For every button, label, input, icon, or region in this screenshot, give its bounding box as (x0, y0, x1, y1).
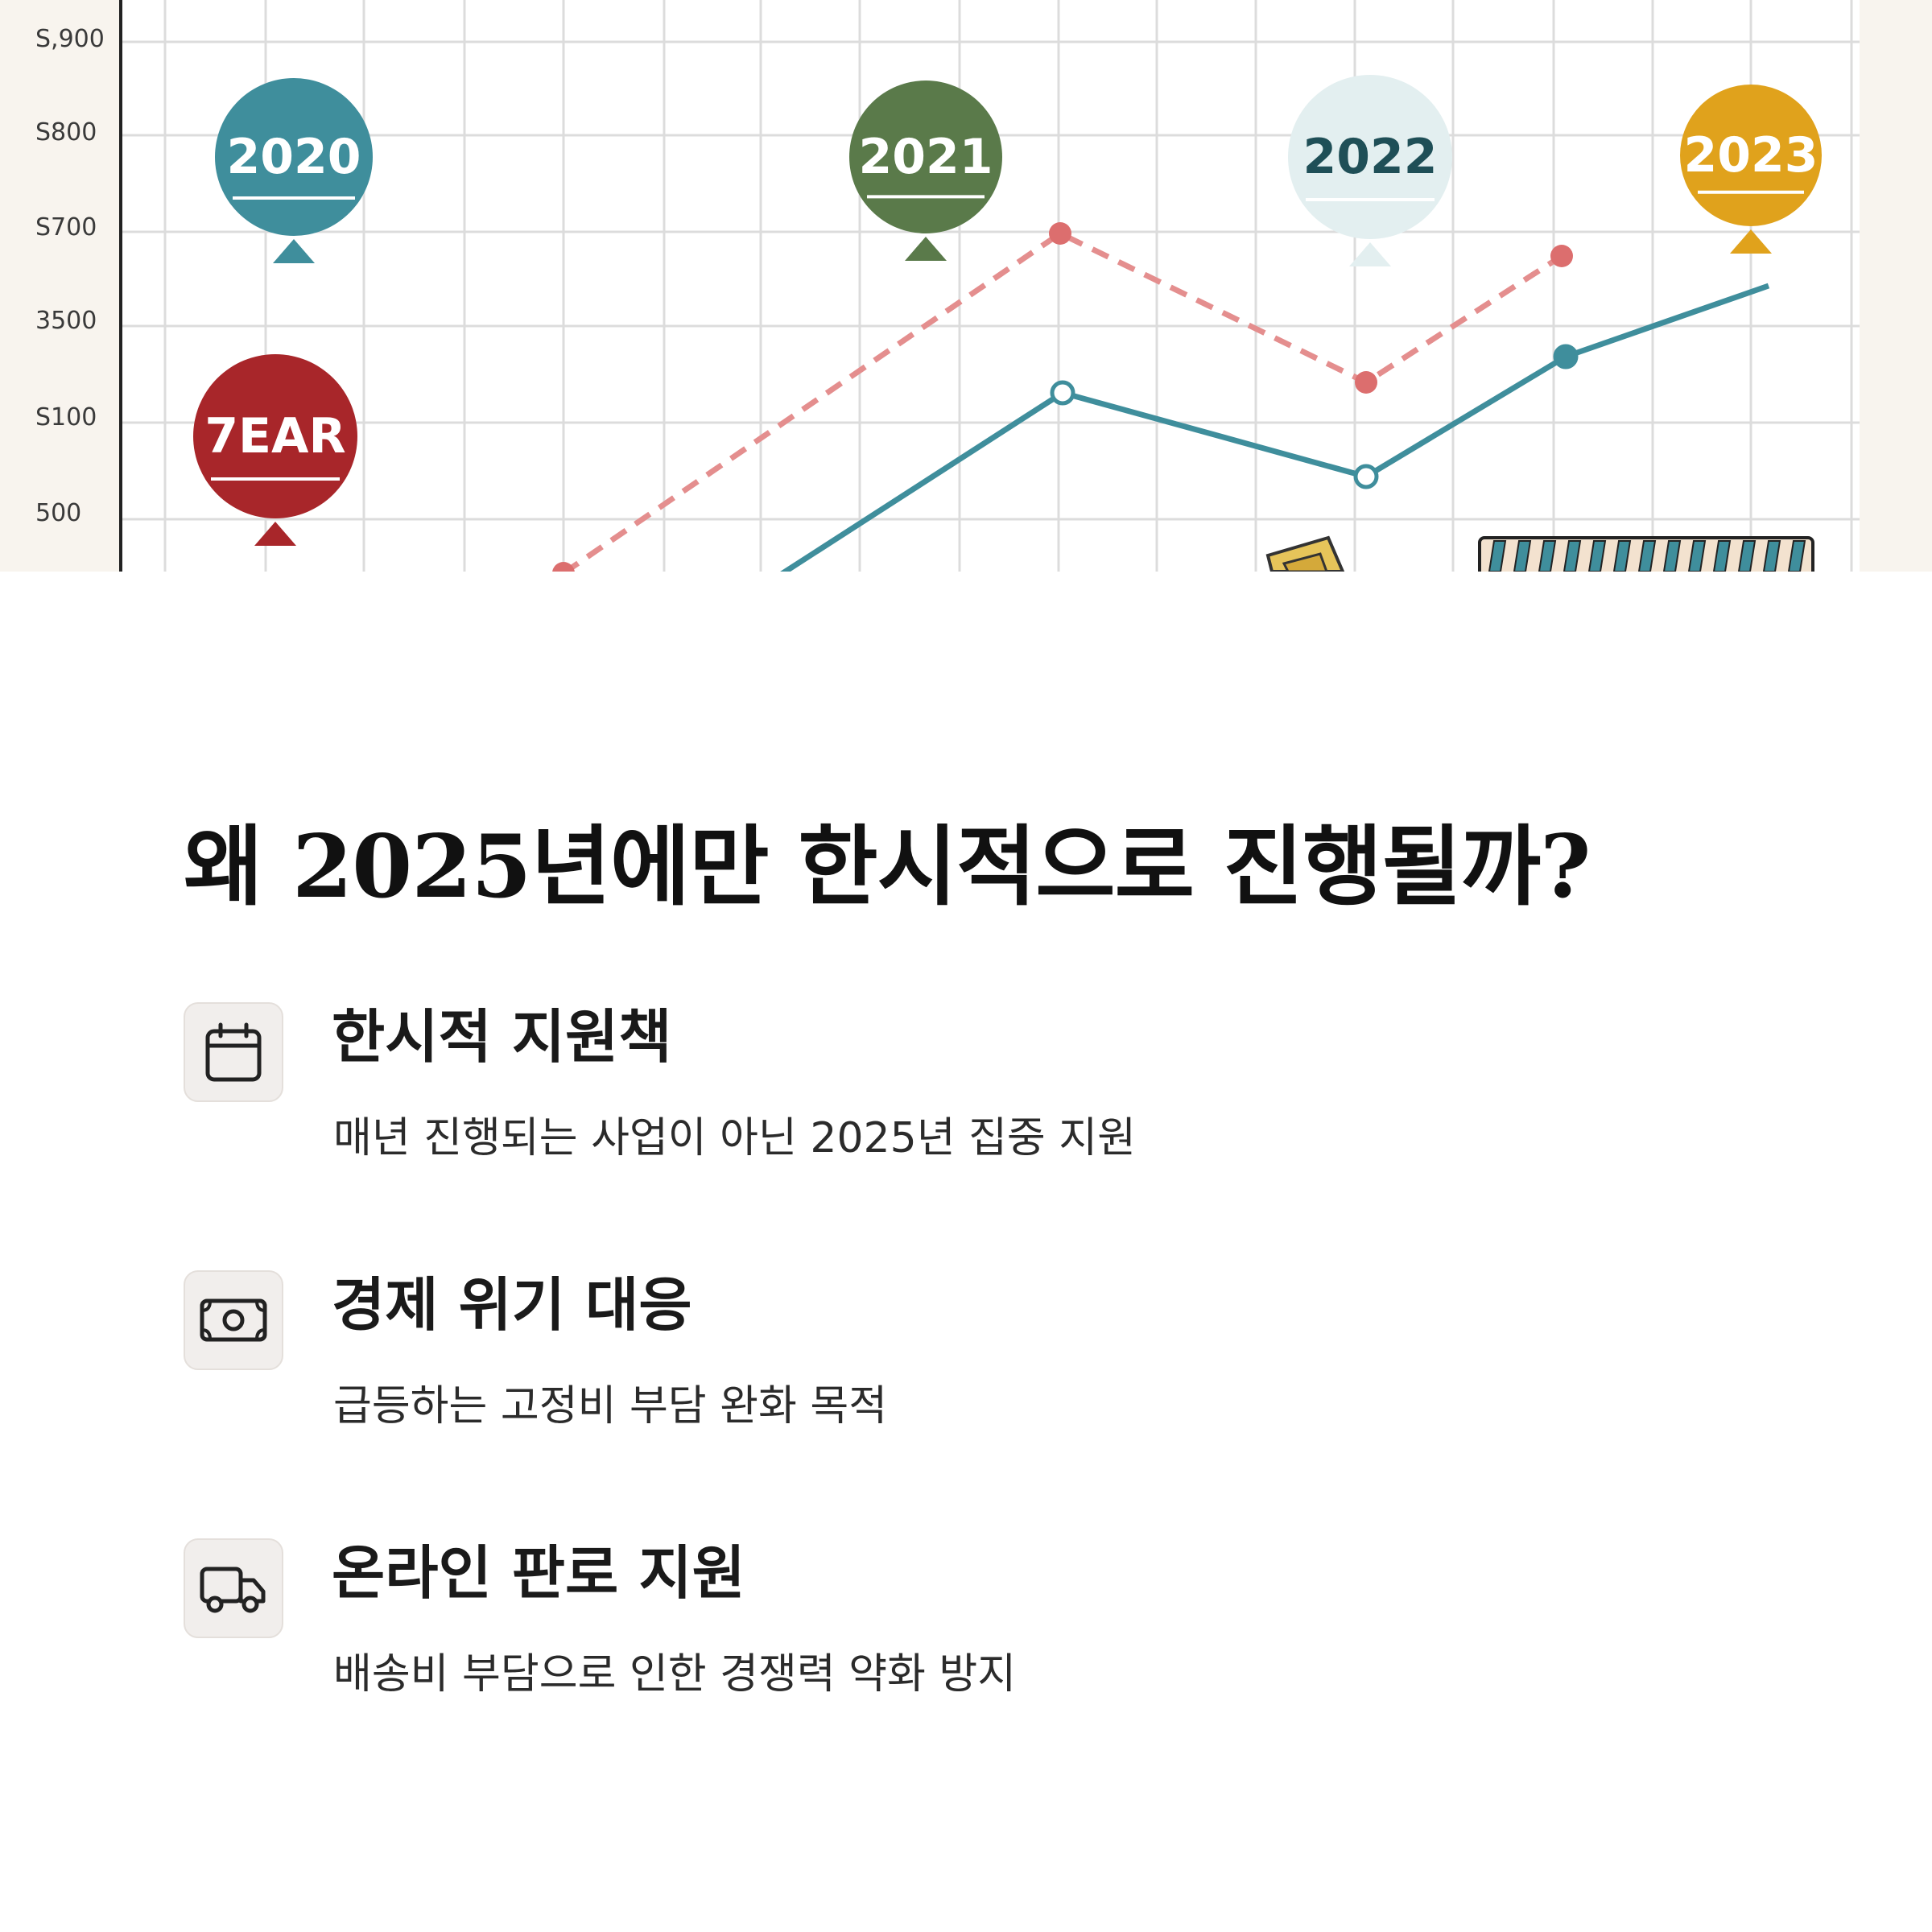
feature-desc: 매년 진행되는 사업이 아닌 2025년 집중 지원 (333, 1114, 1136, 1162)
y-tick-label: 3500 (35, 307, 97, 335)
badge-label: 2022 (1303, 129, 1438, 185)
badge-label: 7EAR (204, 408, 345, 464)
y-tick-label: S,900 (35, 25, 105, 53)
feature-desc: 배송비 부담으로 인한 경쟁력 약화 방지 (333, 1650, 1017, 1699)
hero-chart-image: S,900 S800 S700 3500 S100 500 2020 2021 2022 202… (0, 0, 1932, 572)
y-tick-label: S800 (35, 118, 97, 147)
truck-icon-box (184, 1538, 283, 1638)
year-badge-2021: 2021 (849, 80, 1002, 261)
data-point (1353, 464, 1379, 489)
chart-plot-area (121, 0, 1860, 572)
feature-desc: 급등하는 고정비 부담 완화 목적 (333, 1382, 888, 1430)
data-point (1553, 344, 1579, 369)
feature-item-crisis: 경제 위기 대응 급등하는 고정비 부담 완화 목적 (184, 1270, 1713, 1480)
feature-title: 온라인 판로 지원 (332, 1538, 745, 1607)
feature-title: 경제 위기 대응 (332, 1270, 692, 1339)
data-point (1355, 371, 1377, 394)
data-point (1050, 380, 1075, 406)
badge-label: 2020 (227, 129, 361, 185)
y-tick-label: S700 (35, 213, 97, 242)
calendar-icon-box (184, 1002, 283, 1102)
deco-papers-icon (1265, 535, 1345, 572)
deco-striped-tray (1478, 536, 1814, 572)
badge-label: 2021 (859, 129, 993, 185)
year-badge-2023: 2023 (1680, 85, 1822, 254)
chart-grid (121, 0, 1860, 572)
badge-label: 2023 (1684, 127, 1818, 184)
banknote-icon-box (184, 1270, 283, 1370)
year-badge-2022: 2022 (1288, 75, 1452, 266)
banknote-icon (200, 1298, 267, 1342)
data-point (1049, 222, 1071, 245)
calendar-icon (205, 1022, 262, 1082)
feature-item-online: 온라인 판로 지원 배송비 부담으로 인한 경쟁력 약화 방지 (184, 1538, 1713, 1748)
year-badge-7EAR: 7EAR (193, 354, 357, 546)
series-line-dashed (562, 229, 1563, 572)
year-badges: 2020 2021 2022 2023 7EAR (193, 75, 1822, 546)
year-badge-2020: 2020 (215, 78, 373, 263)
feature-item-temporary: 한시적 지원책 매년 진행되는 사업이 아닌 2025년 집중 지원 (184, 1002, 1713, 1212)
content-section: 왜 2025년에만 한시적으로 진행될까? 한시적 지원책 매년 진행되는 사업… (0, 572, 1932, 1932)
y-tick-label: 500 (35, 499, 81, 527)
feature-title: 한시적 지원책 (332, 1002, 672, 1071)
chart-lines (552, 222, 1770, 572)
data-point (552, 562, 575, 572)
page-title: 왜 2025년에만 한시적으로 진행될까? (184, 816, 1591, 918)
y-tick-label: S100 (35, 403, 97, 431)
y-axis-ticks: S,900 S800 S700 3500 S100 500 (35, 25, 105, 527)
truck-icon (200, 1567, 266, 1613)
data-point (1550, 245, 1573, 267)
